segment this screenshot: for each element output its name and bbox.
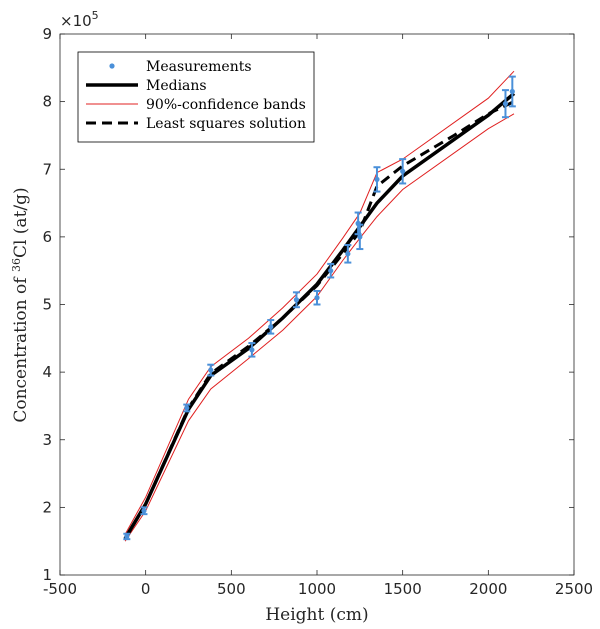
measurement-point [314, 295, 320, 301]
measurement-point [345, 251, 351, 257]
legend-box [77, 51, 315, 143]
measurement-point [509, 88, 515, 95]
measurement-point [502, 101, 509, 107]
y-tick-label: 2 [42, 498, 52, 516]
measurement-point [357, 234, 363, 240]
y-tick-label: 3 [42, 431, 52, 449]
legend-label-confidence-bands: 90%-confidence bands [146, 97, 306, 113]
legend-label-medians: Medians [146, 78, 207, 94]
y-axis-multiplier: ×105 [60, 9, 99, 30]
legend-symbol-measurements [109, 63, 115, 69]
measurement-point [208, 367, 214, 373]
y-tick-label: 1 [42, 566, 52, 584]
measurements [123, 75, 516, 541]
y-tick-label: 4 [42, 363, 52, 381]
measurement-point [268, 324, 274, 330]
y-axis-ticks: 1 2 3 4 5 6 7 8 9 [42, 25, 574, 584]
legend-symbols [86, 63, 138, 125]
measurement-point [328, 268, 334, 274]
x-tick-label: -500 [43, 580, 77, 598]
y-tick-label: 8 [42, 93, 52, 111]
measurement-point [400, 168, 406, 174]
measurement-point [249, 347, 255, 353]
y-tick-label: 6 [42, 228, 52, 246]
y-tick-label: 9 [42, 25, 52, 43]
measurement-point [124, 533, 130, 540]
measurement-point [141, 508, 147, 514]
measurement-point [293, 297, 300, 303]
x-tick-label: 2500 [555, 580, 593, 598]
x-tick-label: 500 [217, 580, 246, 598]
legend-label-measurements: Measurements [146, 59, 252, 75]
y-tick-label: 5 [42, 296, 52, 314]
measurement-point [184, 405, 190, 411]
y-tick-label: 7 [42, 160, 52, 178]
x-axis-ticks: -500 0 500 1000 1500 2000 2500 [43, 34, 593, 598]
x-tick-label: 1500 [384, 580, 422, 598]
legend-label-least-squares: Least squares solution [146, 116, 306, 132]
x-tick-label: 0 [141, 580, 151, 598]
x-axis-label: Height (cm) [265, 605, 368, 625]
x-tick-label: 1000 [298, 580, 336, 598]
legend: Measurements Medians 90%-confidence band… [77, 51, 315, 143]
y-axis-label: Concentration of 36Cl (at/g) [10, 187, 31, 422]
x-tick-label: 2000 [469, 580, 507, 598]
measurement-point [374, 176, 380, 182]
